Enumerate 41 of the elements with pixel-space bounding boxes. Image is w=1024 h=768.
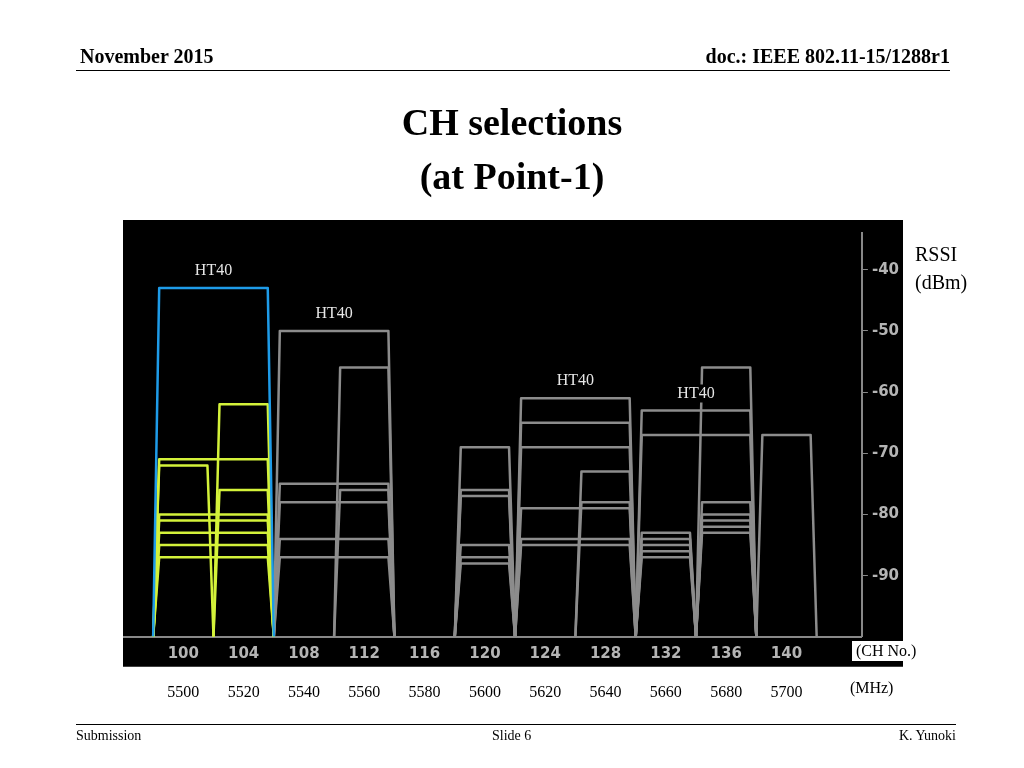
x2-tick-label: 5560: [348, 682, 381, 700]
x2-tick-label: 5520: [227, 682, 260, 700]
text: Submission: [76, 728, 142, 744]
x2-axis-title: (MHz): [849, 678, 894, 697]
x-tick-label: 132: [650, 643, 682, 662]
x-tick-label: 104: [227, 643, 260, 662]
x2-tick-label: 5700: [770, 682, 803, 700]
x-tick-label: 100: [167, 643, 199, 662]
y-tick-label: -90: [871, 565, 900, 584]
x-tick-label: 120: [469, 643, 501, 662]
y-tick-label: -60: [871, 381, 900, 400]
x2-tick-label: 5640: [589, 682, 622, 700]
x-axis-title: (CH No.): [851, 640, 921, 661]
x-tick-label: 116: [408, 643, 441, 662]
x-tick-label: 108: [288, 643, 320, 662]
x-tick-label: 124: [529, 643, 561, 662]
y-tick-label: -70: [871, 443, 900, 462]
text: Slide 6: [492, 728, 532, 744]
chart-title: CH selections (at Point-1): [400, 100, 624, 199]
x2-tick-label: 5540: [287, 682, 320, 700]
x2-tick-label: 5620: [529, 682, 562, 700]
x-tick-label: 140: [770, 643, 803, 662]
x2-tick-label: 5580: [408, 682, 441, 700]
text: K. Yunoki: [898, 728, 956, 744]
text: November 2015: [80, 45, 214, 68]
annotation: HT40: [677, 383, 715, 401]
y-tick-label: -50: [871, 320, 900, 339]
y-tick-label: -80: [871, 504, 900, 523]
x-tick-label: 112: [348, 643, 380, 662]
y-axis-title: RSSI (dBm): [915, 242, 969, 296]
x-tick-label: 136: [710, 643, 742, 662]
y-tick-label: -40: [871, 259, 900, 278]
x-tick-label: 128: [589, 643, 622, 662]
annotation: HT40: [556, 371, 595, 389]
x2-tick-label: 5600: [468, 682, 501, 700]
annotation: HT40: [315, 304, 353, 322]
text: doc.: IEEE 802.11-15/1288r1: [705, 45, 950, 68]
x2-tick-label: 5660: [649, 682, 682, 700]
annotation: HT40: [194, 261, 233, 279]
x2-tick-label: 5500: [167, 682, 200, 700]
x2-tick-label: 5680: [710, 682, 743, 700]
